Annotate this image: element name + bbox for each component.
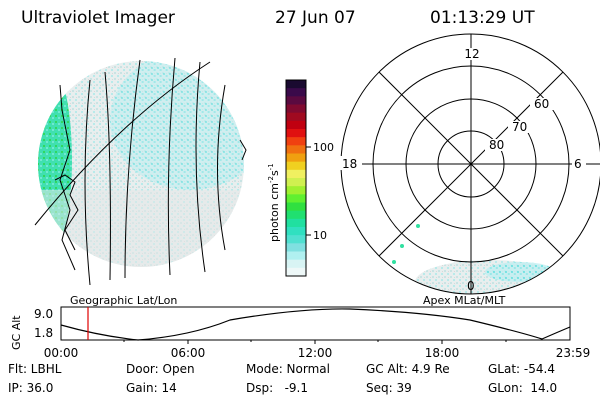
mlt-label-18: 18 <box>342 157 357 171</box>
colorbar-band <box>286 80 306 89</box>
instrument-title: Ultraviolet Imager <box>21 8 175 28</box>
colorbar-band <box>286 235 306 244</box>
mlt-label-0: 0 <box>467 279 475 293</box>
time-tick-1800: 18:00 <box>425 346 460 360</box>
mlt-label-12: 12 <box>464 47 479 61</box>
mlt-label-6: 6 <box>574 157 582 171</box>
time-tick-1200: 12:00 <box>298 346 333 360</box>
colorbar-band <box>286 202 306 212</box>
polar-image <box>392 224 565 294</box>
polar-grid <box>340 33 600 295</box>
colorbar-band <box>286 137 306 146</box>
colorbar-band <box>286 186 306 195</box>
colorbar-band <box>286 259 306 269</box>
colorbar-band <box>286 112 306 122</box>
gain-info: Gain: 14 <box>126 381 177 395</box>
colorbar-band <box>286 251 306 261</box>
mlat-label-80: 80 <box>489 138 504 152</box>
colorbar-band <box>286 129 306 138</box>
colorbar-band <box>286 120 306 130</box>
colorbar-frame <box>285 79 307 277</box>
altitude-plot <box>60 306 571 344</box>
glat-info: GLat: -54.4 <box>488 362 555 376</box>
colorbar-unit-label: photon cm-2s-1 <box>267 163 281 242</box>
time-label: 01:13:29 UT <box>430 8 535 28</box>
time-tick-2359: 23:59 <box>556 346 591 360</box>
seq-info: Seq: 39 <box>366 381 412 395</box>
glon-info: GLon: 14.0 <box>488 381 558 395</box>
colorbar-tick-label-10: 10 <box>313 229 327 242</box>
geographic-grid <box>34 57 247 286</box>
colorbar-band <box>286 210 306 220</box>
date-label: 27 Jun 07 <box>275 8 356 28</box>
colorbar-band <box>286 153 306 163</box>
colorbar-band <box>286 96 306 105</box>
gc-alt-info: GC Alt: 4.9 Re <box>366 362 450 376</box>
ip-info: IP: 36.0 <box>8 381 54 395</box>
time-tick-0600: 06:00 <box>171 346 206 360</box>
colorbar <box>286 80 306 277</box>
geographic-label: Geographic Lat/Lon <box>70 294 177 307</box>
altitude-ytick-high: 9.0 <box>34 307 53 321</box>
colorbar-band <box>286 145 306 154</box>
colorbar-band <box>286 104 306 114</box>
apex-label: Apex MLat/MLT <box>423 294 506 307</box>
colorbar-tick-label-100: 100 <box>313 141 334 154</box>
altitude-ytick-low: 1.8 <box>34 326 53 340</box>
time-tick-0000: 00:00 <box>44 346 79 360</box>
colorbar-band <box>286 243 306 252</box>
door-info: Door: Open <box>126 362 195 376</box>
mode-info: Mode: Normal <box>246 362 330 376</box>
colorbar-band <box>286 178 306 187</box>
mlat-label-60: 60 <box>534 97 549 111</box>
colorbar-band <box>286 267 306 277</box>
colorbar-band <box>286 194 306 203</box>
colorbar-band <box>286 227 306 236</box>
mlat-label-70: 70 <box>512 120 527 134</box>
colorbar-band <box>286 218 306 228</box>
colorbar-band <box>286 169 306 179</box>
colorbar-band <box>286 161 306 171</box>
dsp-info: Dsp: -9.1 <box>246 381 309 395</box>
altitude-ylabel: GC Alt <box>10 315 23 350</box>
colorbar-band <box>286 88 306 97</box>
filter-info: Flt: LBHL <box>8 362 62 376</box>
